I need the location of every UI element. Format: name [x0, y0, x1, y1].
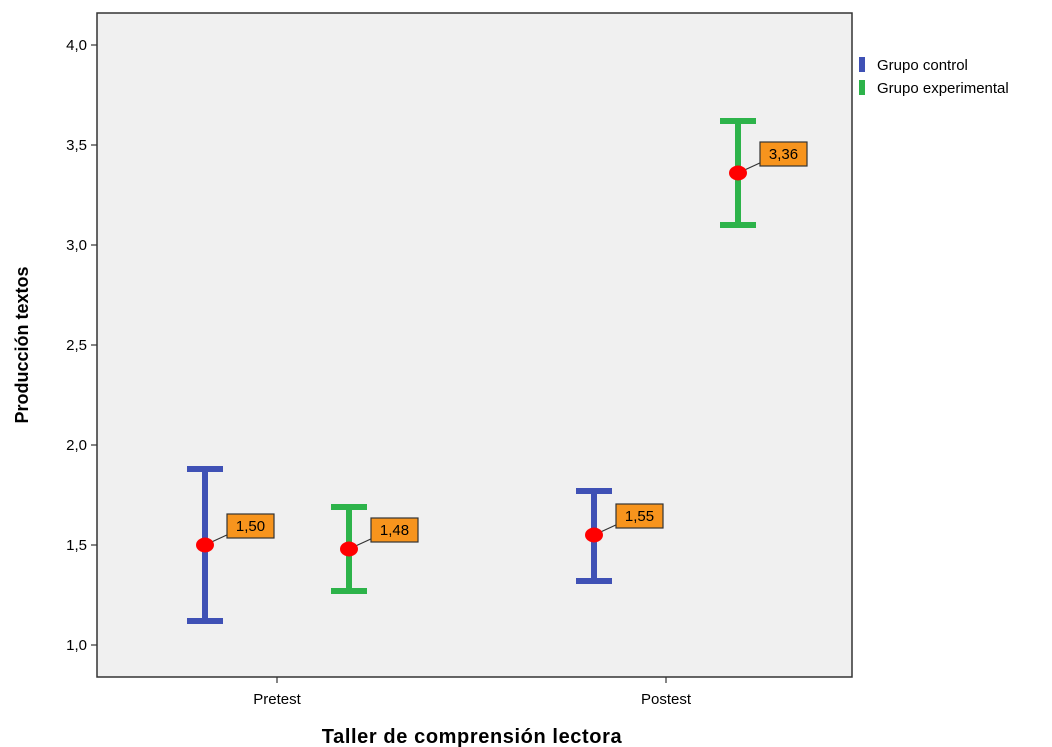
data-label: 1,48	[380, 522, 409, 539]
y-tick-label: 3,5	[66, 137, 87, 154]
y-tick-label: 4,0	[66, 37, 87, 54]
data-label-box	[615, 503, 664, 529]
y-axis-title: Producción textos	[12, 266, 32, 423]
error-bar-group: 1,50	[187, 466, 275, 624]
data-label-box	[759, 141, 808, 167]
series-layer: 1,50 1,55 1,48 3,36	[187, 118, 808, 624]
x-tick-label: Pretest	[253, 691, 301, 708]
legend: Grupo control Grupo experimental	[859, 57, 1009, 97]
mean-marker	[196, 537, 214, 553]
legend-label: Grupo control	[877, 57, 968, 74]
mean-marker	[729, 165, 747, 181]
y-tick-label: 1,0	[66, 637, 87, 654]
error-bar-group: 3,36	[720, 118, 808, 228]
y-tick-label: 2,0	[66, 437, 87, 454]
y-tick-label: 2,5	[66, 337, 87, 354]
y-tick-label: 3,0	[66, 237, 87, 254]
plot-area	[96, 12, 853, 678]
data-label-box	[370, 517, 419, 543]
x-axis: Pretest Postest	[253, 677, 692, 708]
x-tick-label: Postest	[641, 691, 692, 708]
data-label-box	[226, 513, 275, 539]
error-bar-group: 1,55	[576, 488, 664, 584]
error-bar-group: 1,48	[331, 504, 419, 594]
data-label: 3,36	[769, 146, 798, 163]
x-axis-title: Taller de comprensión lectora	[322, 726, 623, 747]
mean-marker	[340, 541, 358, 557]
y-axis: 1,0 1,5 2,0 2,5 3,0 3,5 4,0	[66, 37, 97, 654]
legend-swatch	[859, 57, 865, 72]
data-label: 1,50	[236, 518, 265, 535]
data-label: 1,55	[625, 508, 654, 525]
legend-swatch	[859, 80, 865, 95]
mean-marker	[585, 527, 603, 543]
legend-label: Grupo experimental	[877, 80, 1009, 97]
y-tick-label: 1,5	[66, 537, 87, 554]
